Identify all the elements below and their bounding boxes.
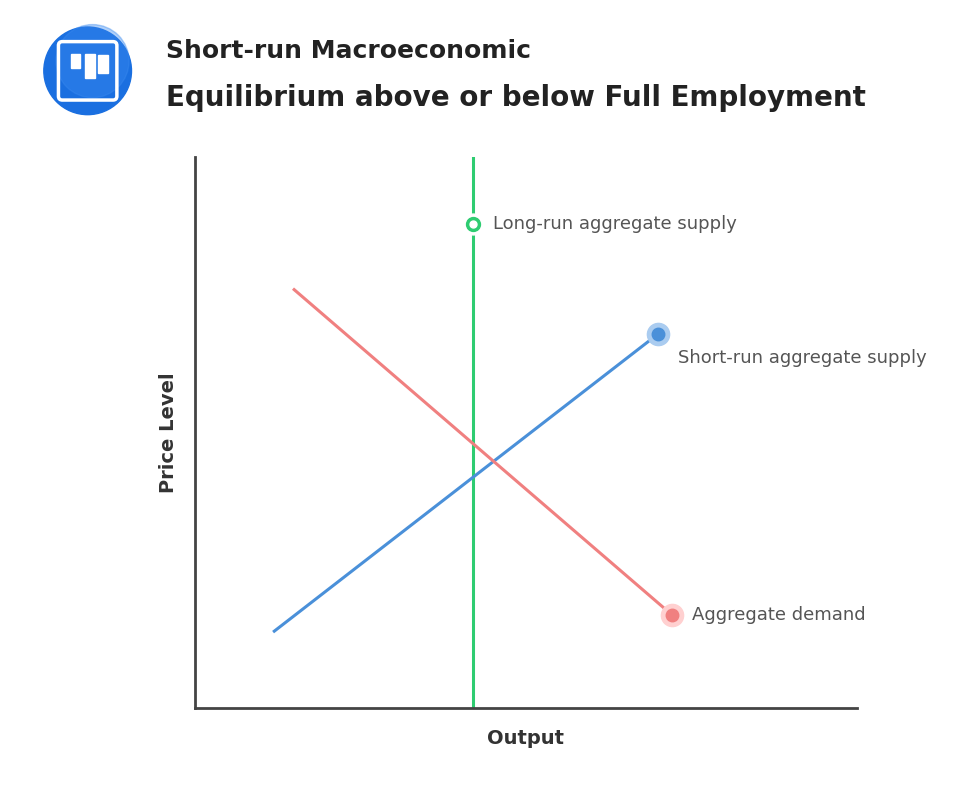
Bar [70,54,80,68]
Y-axis label: Price Level: Price Level [159,372,178,493]
Bar [98,55,108,73]
Text: Long-run aggregate supply: Long-run aggregate supply [493,215,736,232]
Text: Aggregate demand: Aggregate demand [692,606,865,623]
X-axis label: Output: Output [487,729,565,748]
Text: Short-run aggregate supply: Short-run aggregate supply [678,349,927,368]
Text: Short-run Macroeconomic: Short-run Macroeconomic [166,39,531,63]
Circle shape [56,24,129,98]
Circle shape [44,27,131,115]
Bar [86,54,95,78]
Text: Equilibrium above or below Full Employment: Equilibrium above or below Full Employme… [166,84,866,113]
